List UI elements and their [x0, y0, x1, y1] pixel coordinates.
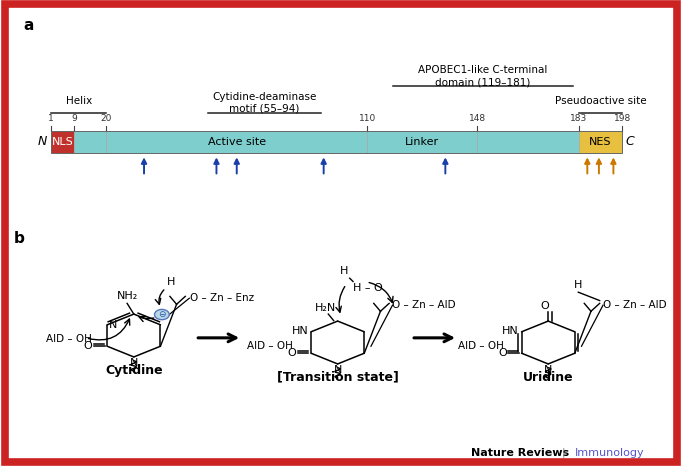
Text: N: N	[130, 358, 138, 368]
Text: 198: 198	[613, 114, 631, 123]
Text: C: C	[626, 135, 634, 148]
Text: 1: 1	[48, 114, 54, 123]
Text: 183: 183	[570, 114, 587, 123]
Text: APOBEC1-like C-terminal
domain (119–181): APOBEC1-like C-terminal domain (119–181)	[418, 65, 548, 87]
Text: 9: 9	[72, 114, 77, 123]
Text: O – Zn – AID: O – Zn – AID	[392, 300, 456, 310]
Text: Linker: Linker	[405, 137, 439, 147]
Text: O: O	[498, 348, 507, 358]
Text: HN: HN	[292, 326, 308, 336]
Text: b: b	[14, 231, 25, 246]
Text: O: O	[84, 341, 93, 351]
Text: Cytidine: Cytidine	[105, 363, 162, 377]
Text: H: H	[166, 277, 175, 287]
Bar	[51, 130, 622, 153]
Text: O: O	[288, 348, 296, 358]
Text: O: O	[540, 301, 549, 311]
Text: H: H	[340, 267, 349, 276]
Text: AID – OH: AID – OH	[248, 341, 293, 351]
Bar	[477, 130, 578, 153]
Bar	[51, 130, 74, 153]
Text: a: a	[24, 18, 34, 33]
Bar	[367, 130, 477, 153]
Bar	[74, 130, 106, 153]
Text: 148: 148	[469, 114, 486, 123]
Text: NH₂: NH₂	[117, 291, 138, 301]
Text: NLS: NLS	[52, 137, 74, 147]
Text: Uridine: Uridine	[523, 370, 574, 384]
Text: HN: HN	[502, 326, 519, 336]
Text: Active site: Active site	[208, 137, 266, 147]
Text: |: |	[562, 447, 565, 458]
Text: N: N	[333, 365, 342, 375]
Text: O – Zn – Enz: O – Zn – Enz	[190, 293, 254, 303]
Text: [Transition state]: [Transition state]	[277, 370, 398, 384]
Text: 20: 20	[101, 114, 112, 123]
Text: Helix: Helix	[65, 96, 92, 106]
Text: N: N	[38, 135, 46, 148]
Text: Cytidine-deaminase
motif (55–94): Cytidine-deaminase motif (55–94)	[212, 92, 316, 114]
Text: H: H	[574, 281, 582, 290]
Text: Nature Reviews: Nature Reviews	[471, 448, 569, 458]
Bar	[578, 130, 622, 153]
Text: Pseudoactive site: Pseudoactive site	[554, 96, 646, 106]
Text: 110: 110	[359, 114, 376, 123]
Text: O – Zn – AID: O – Zn – AID	[603, 300, 666, 310]
Bar	[106, 130, 367, 153]
Text: AID – OH: AID – OH	[46, 334, 91, 344]
Text: AID – OH: AID – OH	[458, 341, 504, 351]
Text: Immunology: Immunology	[575, 448, 644, 458]
Text: ⊖: ⊖	[158, 310, 166, 319]
Text: N: N	[544, 365, 552, 375]
Text: H₂N: H₂N	[315, 303, 336, 313]
Text: N: N	[108, 320, 117, 330]
Text: H – O: H – O	[353, 283, 383, 293]
Text: NES: NES	[589, 137, 612, 147]
Circle shape	[155, 309, 169, 320]
